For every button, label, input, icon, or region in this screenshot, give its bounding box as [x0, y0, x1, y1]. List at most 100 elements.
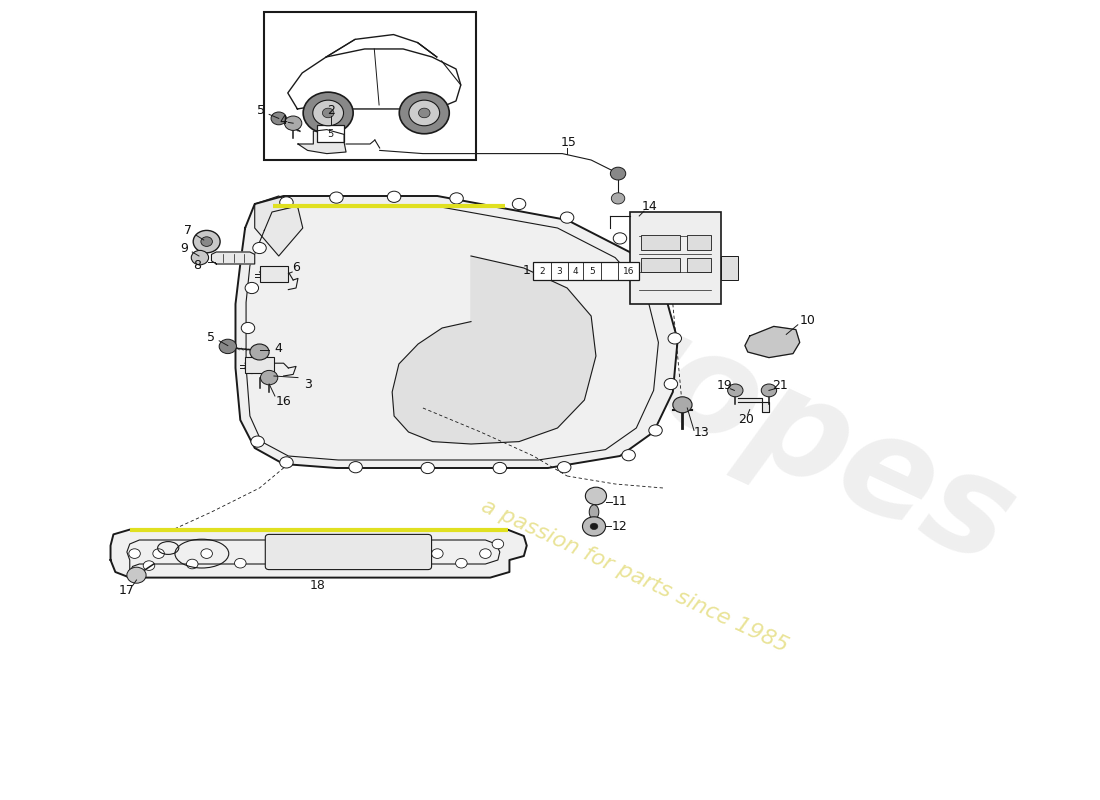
Text: 1: 1 — [522, 264, 530, 277]
Text: 14: 14 — [642, 200, 658, 213]
Circle shape — [493, 462, 506, 474]
Circle shape — [418, 108, 430, 118]
Circle shape — [349, 462, 362, 473]
Polygon shape — [745, 326, 800, 358]
Bar — [260, 266, 288, 282]
Text: 3: 3 — [304, 378, 311, 390]
Circle shape — [492, 539, 504, 549]
Polygon shape — [393, 256, 596, 444]
Circle shape — [271, 112, 286, 125]
Bar — [629, 212, 720, 304]
Circle shape — [261, 370, 278, 385]
Text: 19: 19 — [717, 379, 733, 392]
Circle shape — [304, 92, 353, 134]
Circle shape — [513, 198, 526, 210]
Text: 7: 7 — [185, 224, 192, 237]
Text: 5: 5 — [328, 129, 333, 138]
Bar — [534, 262, 639, 280]
Circle shape — [251, 436, 264, 447]
Circle shape — [245, 362, 258, 374]
Polygon shape — [235, 196, 678, 468]
Circle shape — [387, 191, 400, 202]
Polygon shape — [255, 196, 302, 256]
Circle shape — [659, 292, 672, 303]
Circle shape — [143, 561, 155, 570]
Bar — [317, 125, 344, 142]
Circle shape — [219, 339, 236, 354]
Circle shape — [649, 425, 662, 436]
Circle shape — [126, 567, 146, 583]
Text: 5: 5 — [590, 266, 595, 276]
Text: 4: 4 — [279, 114, 287, 126]
Bar — [245, 357, 274, 373]
Text: 10: 10 — [800, 314, 815, 326]
Polygon shape — [211, 252, 255, 264]
Text: 12: 12 — [612, 520, 628, 533]
Circle shape — [250, 344, 270, 360]
Circle shape — [431, 549, 443, 558]
Polygon shape — [738, 398, 769, 412]
Text: 9: 9 — [180, 242, 188, 254]
Circle shape — [450, 193, 463, 204]
Circle shape — [421, 462, 434, 474]
Text: 11: 11 — [612, 495, 628, 508]
Circle shape — [644, 260, 657, 271]
Circle shape — [253, 242, 266, 254]
Circle shape — [610, 167, 626, 180]
Text: 13: 13 — [694, 426, 710, 438]
Text: 16: 16 — [276, 395, 292, 408]
Circle shape — [330, 192, 343, 203]
Bar — [264, 12, 476, 160]
Circle shape — [234, 558, 246, 568]
Circle shape — [322, 108, 334, 118]
Circle shape — [399, 92, 449, 134]
Circle shape — [612, 193, 625, 204]
Circle shape — [279, 197, 294, 208]
Text: 20: 20 — [738, 413, 754, 426]
Circle shape — [187, 559, 198, 569]
Circle shape — [727, 384, 742, 397]
Text: 18: 18 — [309, 579, 326, 592]
Circle shape — [153, 549, 164, 558]
Circle shape — [585, 487, 606, 505]
Circle shape — [201, 237, 212, 246]
Text: 2: 2 — [327, 104, 334, 117]
Text: 3: 3 — [557, 266, 562, 276]
Circle shape — [558, 462, 571, 473]
Text: 17: 17 — [119, 584, 135, 597]
Circle shape — [761, 384, 777, 397]
Text: 8: 8 — [192, 259, 201, 272]
Circle shape — [664, 378, 678, 390]
Polygon shape — [298, 130, 346, 154]
Circle shape — [129, 549, 141, 558]
Text: 5: 5 — [257, 104, 265, 117]
Text: a passion for parts since 1985: a passion for parts since 1985 — [477, 496, 791, 656]
Ellipse shape — [590, 505, 598, 519]
FancyBboxPatch shape — [265, 534, 431, 570]
Text: 4: 4 — [275, 342, 283, 354]
Circle shape — [560, 212, 574, 223]
Bar — [720, 256, 738, 280]
Circle shape — [621, 450, 636, 461]
Circle shape — [455, 558, 468, 568]
Bar — [641, 235, 680, 250]
Text: 6: 6 — [293, 261, 300, 274]
Circle shape — [279, 457, 294, 468]
Circle shape — [245, 282, 258, 294]
Circle shape — [583, 517, 606, 536]
Circle shape — [285, 116, 301, 130]
Circle shape — [673, 397, 692, 413]
Circle shape — [388, 558, 400, 568]
Text: 21: 21 — [772, 379, 789, 392]
Circle shape — [668, 333, 682, 344]
Text: 15: 15 — [561, 136, 578, 149]
Circle shape — [191, 250, 209, 265]
Text: 2: 2 — [539, 266, 544, 276]
Text: 5: 5 — [208, 331, 216, 344]
Text: 4: 4 — [573, 266, 579, 276]
Circle shape — [613, 233, 627, 244]
Circle shape — [591, 523, 598, 530]
Circle shape — [312, 100, 343, 126]
Text: 16: 16 — [623, 266, 635, 276]
Bar — [641, 258, 680, 272]
